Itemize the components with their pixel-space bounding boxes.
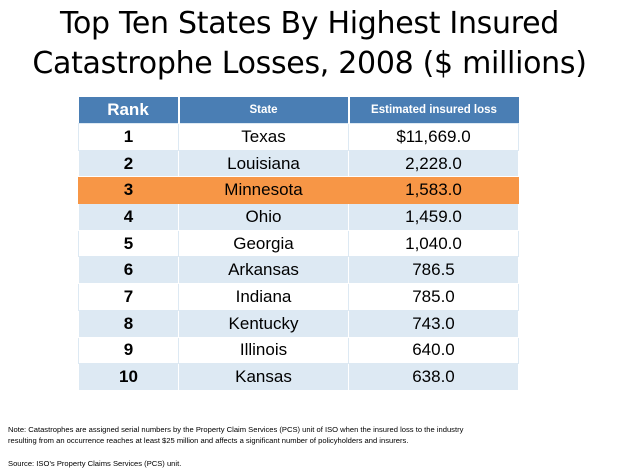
table-row: 9 Illinois 640.0 (78, 336, 519, 365)
table-body: 1 Texas $11,669.0 2 Louisiana 2,228.0 3 Minne… (78, 123, 519, 391)
rank-cell: 10 (78, 363, 179, 391)
state-cell: Kansas (178, 363, 349, 391)
rank-cell: 2 (78, 149, 179, 178)
loss-cell: 743.0 (348, 309, 519, 338)
state-cell: Minnesota (178, 176, 349, 205)
header-estimated-loss: Estimated insured loss (348, 97, 519, 124)
rank-cell: 5 (78, 229, 179, 258)
loss-cell: 638.0 (348, 363, 519, 391)
table-header-row: Rank State Estimated insured loss (78, 97, 519, 124)
state-cell: Kentucky (178, 309, 349, 338)
state-cell: Illinois (178, 336, 349, 365)
table-row: 4 Ohio 1,459.0 (78, 203, 519, 231)
table-row: 1 Texas $11,669.0 (78, 123, 519, 151)
table-row: 7 Indiana 785.0 (78, 283, 519, 311)
state-cell: Ohio (178, 203, 349, 231)
state-cell: Georgia (178, 229, 349, 258)
state-cell: Texas (178, 123, 349, 151)
loss-cell: $11,669.0 (348, 123, 519, 151)
loss-table: Rank State Estimated insured loss 1 Texas… (78, 97, 519, 391)
table-row: 8 Kentucky 743.0 (78, 309, 519, 338)
footnote-note: Note: Catastrophes are assigned serial n… (8, 424, 608, 446)
table-row: 6 Arkansas 786.5 (78, 256, 519, 285)
footnote-source: Source: ISO’s Property Claims Services (… (8, 459, 182, 468)
page-title: Top Ten States By Highest Insured Catast… (0, 4, 619, 84)
rank-cell: 6 (78, 256, 179, 285)
rank-cell: 3 (78, 176, 179, 205)
loss-cell: 640.0 (348, 336, 519, 365)
loss-cell: 1,040.0 (348, 229, 519, 258)
state-cell: Indiana (178, 283, 349, 311)
note-line-2: resulting from an occurrence reaches at … (8, 436, 409, 445)
table-row-highlighted: 3 Minnesota 1,583.0 (78, 176, 519, 205)
rank-cell: 8 (78, 309, 179, 338)
title-line-1: Top Ten States By Highest Insured (60, 6, 559, 41)
rank-cell: 9 (78, 336, 179, 365)
table-row: 10 Kansas 638.0 (78, 363, 519, 391)
title-line-2: Catastrophe Losses, 2008 ($ millions) (32, 46, 587, 81)
table-row: 5 Georgia 1,040.0 (78, 229, 519, 258)
loss-table-container: Rank State Estimated insured loss 1 Texas… (78, 97, 519, 391)
header-state: State (178, 97, 350, 124)
loss-cell: 1,459.0 (348, 203, 519, 231)
loss-cell: 2,228.0 (348, 149, 519, 178)
state-cell: Arkansas (178, 256, 349, 285)
table-row: 2 Louisiana 2,228.0 (78, 149, 519, 178)
note-line-1: Note: Catastrophes are assigned serial n… (8, 425, 464, 434)
state-cell: Louisiana (178, 149, 349, 178)
rank-cell: 4 (78, 203, 179, 231)
rank-cell: 7 (78, 283, 179, 311)
header-rank: Rank (78, 97, 180, 124)
loss-cell: 1,583.0 (348, 176, 519, 205)
rank-cell: 1 (78, 123, 179, 151)
loss-cell: 785.0 (348, 283, 519, 311)
loss-cell: 786.5 (348, 256, 519, 285)
